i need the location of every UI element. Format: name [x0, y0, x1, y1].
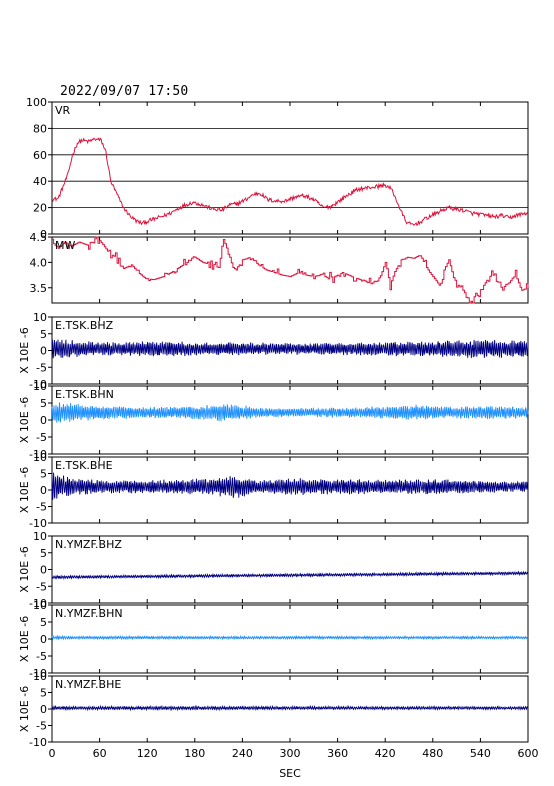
xtick-label: 120: [137, 747, 158, 760]
ytick-label-e-tsk-bhe: 10: [33, 451, 47, 464]
ytick-label-n-ymzf-bhz: -10: [29, 597, 47, 610]
ytick-label-e-tsk-bhe: 5: [40, 468, 47, 481]
ylabel-e-tsk-bhe: X 10E -6: [18, 467, 31, 513]
panel-label-e-tsk-bhn: E.TSK.BHN: [55, 388, 114, 401]
ytick-label-n-ymzf-bhz: 5: [40, 547, 47, 560]
panel-label-n-ymzf-bhe: N.YMZF.BHE: [55, 678, 121, 691]
xtick-label: 540: [470, 747, 491, 760]
ytick-label-vr: 0: [40, 228, 47, 241]
ytick-label-n-ymzf-bhn: 0: [40, 633, 47, 646]
xtick-label: 60: [93, 747, 107, 760]
xtick-label: 240: [232, 747, 253, 760]
panel-label-e-tsk-bhe: E.TSK.BHE: [55, 459, 113, 472]
ylabel-n-ymzf-bhe: X 10E -6: [18, 686, 31, 732]
series-line-n-ymzf-bhe: [51, 704, 529, 712]
ytick-label-n-ymzf-bhn: 5: [40, 616, 47, 629]
ytick-label-n-ymzf-bhn: 10: [33, 599, 47, 612]
ytick-label-e-tsk-bhz: 5: [40, 328, 47, 341]
ytick-label-e-tsk-bhz: 10: [33, 311, 47, 324]
xtick-label: 300: [280, 747, 301, 760]
ylabel-n-ymzf-bhn: X 10E -6: [18, 616, 31, 662]
ytick-label-n-ymzf-bhe: 0: [40, 703, 47, 716]
series-line-e-tsk-bhz: [51, 339, 529, 359]
panel-frame-mw: [51, 236, 529, 304]
xtick-label: 0: [49, 747, 56, 760]
series-line-mw: [52, 236, 529, 304]
panel-label-n-ymzf-bhn: N.YMZF.BHN: [55, 607, 123, 620]
panel-frame-e-tsk-bhn: [51, 385, 529, 455]
panel-label-mw: MW: [55, 239, 75, 252]
ytick-label-n-ymzf-bhe: -5: [36, 720, 47, 733]
xtick-label: 180: [184, 747, 205, 760]
panel-frame-vr: [51, 101, 529, 235]
ytick-label-n-ymzf-bhe: -10: [29, 736, 47, 749]
ytick-label-e-tsk-bhe: -10: [29, 517, 47, 530]
ytick-label-vr: 60: [33, 149, 47, 162]
ytick-label-vr: 40: [33, 175, 47, 188]
xtick-label: 480: [422, 747, 443, 760]
ytick-label-e-tsk-bhn: 5: [40, 397, 47, 410]
series-line-n-ymzf-bhz: [51, 570, 529, 581]
series-line-vr: [51, 137, 529, 227]
ytick-label-n-ymzf-bhn: -5: [36, 650, 47, 663]
ytick-label-e-tsk-bhz: -5: [36, 361, 47, 374]
ytick-label-mw: 3.5: [30, 282, 48, 295]
xtick-label: 600: [518, 747, 539, 760]
panel-label-e-tsk-bhz: E.TSK.BHZ: [55, 319, 114, 332]
ytick-label-n-ymzf-bhz: -5: [36, 580, 47, 593]
xtick-label: 360: [327, 747, 348, 760]
panel-label-vr: VR: [55, 104, 71, 117]
ytick-label-e-tsk-bhn: 0: [40, 414, 47, 427]
ytick-label-vr: 80: [33, 122, 47, 135]
series-line-e-tsk-bhn: [51, 402, 529, 423]
ytick-label-n-ymzf-bhn: -10: [29, 667, 47, 680]
ytick-label-e-tsk-bhz: 0: [40, 345, 47, 358]
ytick-label-n-ymzf-bhz: 10: [33, 530, 47, 543]
series-line-e-tsk-bhe: [51, 472, 529, 500]
ytick-label-e-tsk-bhz: -10: [29, 378, 47, 391]
ylabel-e-tsk-bhn: X 10E -6: [18, 397, 31, 443]
series-line-n-ymzf-bhn: [51, 634, 529, 641]
ytick-label-e-tsk-bhn: -5: [36, 431, 47, 444]
ytick-label-vr: 100: [26, 96, 47, 109]
ytick-label-n-ymzf-bhz: 0: [40, 564, 47, 577]
panel-label-n-ymzf-bhz: N.YMZF.BHZ: [55, 538, 122, 551]
panel-frame-n-ymzf-bhz: [51, 535, 529, 604]
xaxis-label: SEC: [279, 767, 301, 780]
ytick-label-e-tsk-bhe: -5: [36, 501, 47, 514]
ylabel-e-tsk-bhz: X 10E -6: [18, 327, 31, 373]
ytick-label-e-tsk-bhe: 0: [40, 484, 47, 497]
ytick-label-e-tsk-bhn: 10: [33, 380, 47, 393]
datetime-title: 2022/09/07 17:50: [60, 84, 189, 99]
ylabel-n-ymzf-bhz: X 10E -6: [18, 546, 31, 592]
ytick-label-mw: 4.5: [30, 231, 48, 244]
xtick-label: 420: [375, 747, 396, 760]
ytick-label-n-ymzf-bhe: 5: [40, 687, 47, 700]
ytick-label-vr: 20: [33, 202, 47, 215]
ytick-label-e-tsk-bhn: -10: [29, 448, 47, 461]
ytick-label-mw: 4.0: [30, 256, 48, 269]
ytick-label-n-ymzf-bhe: 10: [33, 670, 47, 683]
